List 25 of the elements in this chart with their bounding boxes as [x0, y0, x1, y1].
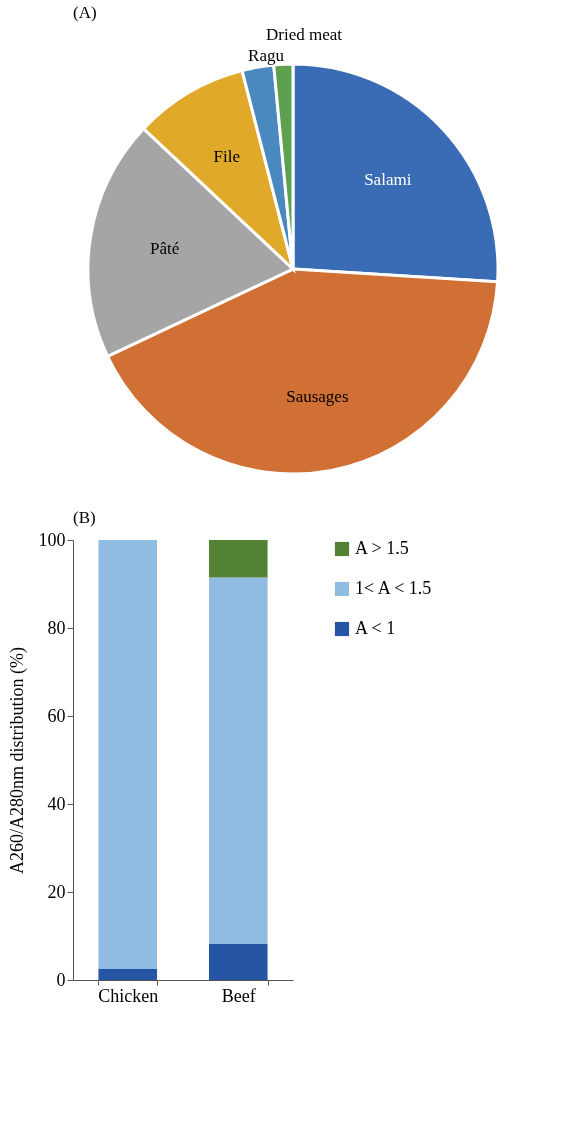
x-tick-label: Chicken: [98, 985, 159, 1006]
legend-label: A > 1.5: [355, 538, 409, 558]
y-tick-label: 100: [38, 529, 66, 550]
slice-label: Pâté: [149, 238, 180, 258]
y-tick-label: 20: [47, 881, 66, 902]
y-tick-label: 80: [47, 617, 66, 638]
bar: [208, 577, 268, 944]
bar: [98, 540, 158, 969]
x-tick-label: Beef: [221, 985, 256, 1006]
chart-title: (B): [73, 508, 96, 527]
bar: [208, 540, 268, 578]
chart-title: (A): [73, 3, 97, 23]
slice-label: File: [213, 147, 241, 167]
y-axis-title: A260/A280nm distribution (%): [6, 647, 28, 874]
slice-label: Dried meat: [266, 25, 343, 45]
legend-label: 1< A < 1.5: [355, 578, 432, 598]
slice-label: Ragu: [248, 45, 285, 65]
y-tick-label: 0: [56, 969, 66, 990]
y-tick-label: 40: [47, 793, 66, 814]
bar: [98, 969, 158, 980]
y-tick-label: 60: [47, 705, 66, 726]
legend-label: A < 1: [355, 618, 396, 638]
bar: [208, 943, 268, 980]
slice-label: Salami: [364, 170, 412, 190]
slice-label: Sausages: [286, 386, 349, 406]
